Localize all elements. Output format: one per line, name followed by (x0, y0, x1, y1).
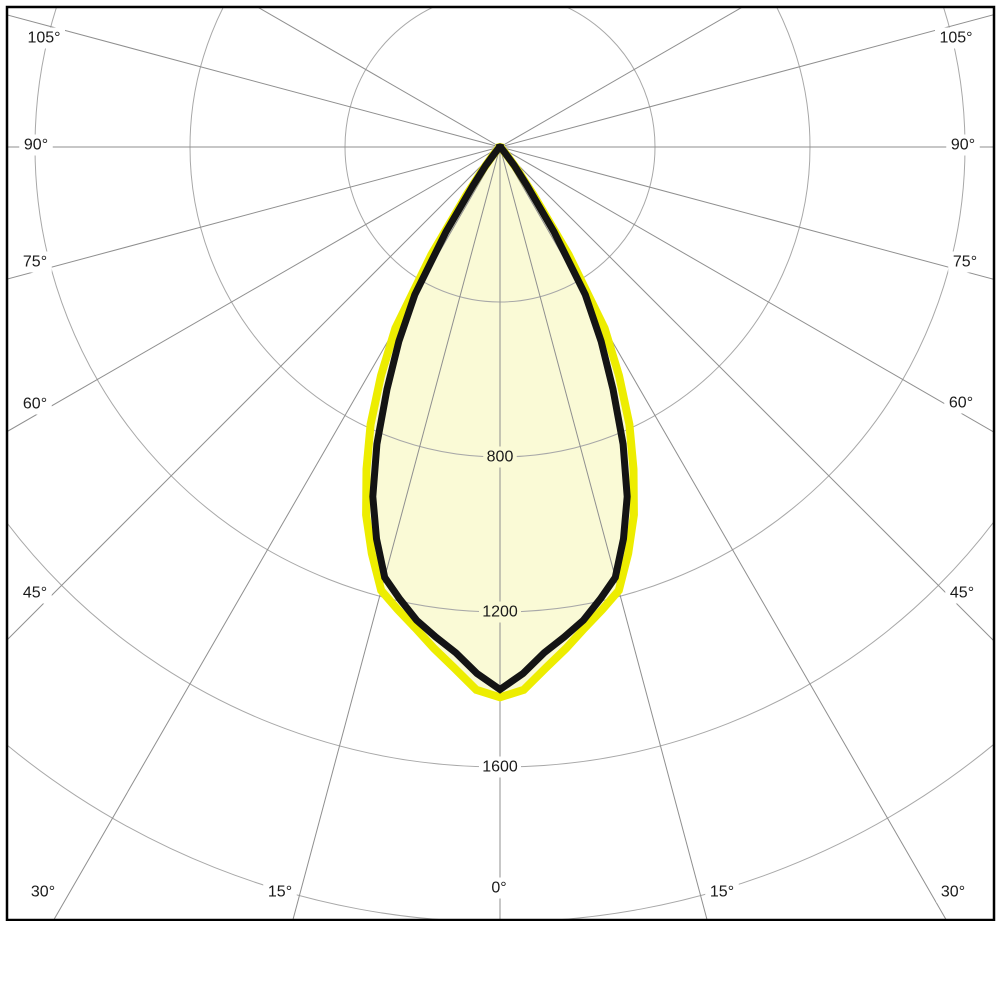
radial-line-105deg (499, 14, 994, 148)
angle-label-11-90-bg (946, 134, 980, 156)
legend: cd/klm C0 - C180 C90 - C270 η = 100% (0, 921, 1000, 1000)
radial-line--120deg (256, 7, 501, 148)
angle-label-10-105-bg (935, 27, 977, 49)
angle-label-3-60-bg (18, 393, 52, 415)
radial-line--45deg (7, 146, 501, 641)
angle-label-14-45-bg (945, 582, 979, 604)
angle-label-9-30: 30° (941, 884, 965, 901)
angle-label-13-60-bg (944, 392, 978, 414)
angle-label-10-105: 105° (939, 30, 972, 47)
chart-frame (5, 5, 996, 921)
radial-line-60deg (499, 146, 994, 433)
ring-label-800-bg (483, 446, 517, 468)
angle-label-5-30-bg (26, 881, 60, 903)
angle-label-4-45-bg (18, 582, 52, 604)
photometric-polar-chart: 800 1200 1600 105° 90° 75° 60° 45° 30° 15° 0° 15° 30… (5, 5, 996, 921)
ring-label-1600: 1600 (482, 759, 518, 776)
curve-c90-c270 (369, 143, 631, 694)
angle-label-5-30: 30° (31, 884, 55, 901)
plot-area: 800 1200 1600 105° 90° 75° 60° 45° 30° 15° 0° 15° 30… (7, 7, 994, 920)
angle-label-9-30-bg (936, 881, 970, 903)
ring-label-800: 800 (487, 449, 514, 466)
radial-line--105deg (7, 14, 501, 148)
radial-line--75deg (7, 146, 501, 280)
ring-label-1200: 1200 (482, 604, 518, 621)
radial-line-75deg (499, 146, 994, 280)
ring-label-1600-bg (479, 756, 521, 778)
angle-label-6-15-bg (263, 881, 297, 903)
angle-label-13-60: 60° (949, 395, 973, 412)
angle-label-14-45: 45° (950, 585, 974, 602)
angle-label-1-90: 90° (24, 137, 48, 154)
radial-line--60deg (7, 146, 501, 433)
angle-label-6-15: 15° (268, 884, 292, 901)
angle-label-11-90: 90° (951, 137, 975, 154)
angle-label-3-60: 60° (23, 396, 47, 413)
radial-line-120deg (499, 7, 744, 148)
angle-label-12-75-bg (948, 251, 982, 273)
angle-label-8-15: 15° (710, 884, 734, 901)
angle-label-4-45: 45° (23, 585, 47, 602)
angle-label-2-75: 75° (23, 254, 47, 271)
angle-label-0-105-bg (23, 27, 65, 49)
angle-label-7-0-bg (486, 877, 512, 899)
ring-label-1200-bg (479, 601, 521, 623)
angle-label-8-15-bg (705, 881, 739, 903)
angle-label-0-105: 105° (27, 30, 60, 47)
angle-label-7-0: 0° (491, 880, 506, 897)
radial-line-45deg (499, 146, 994, 642)
angle-label-12-75: 75° (953, 254, 977, 271)
radial-line-15deg (499, 146, 708, 920)
angle-label-1-90-bg (19, 134, 53, 156)
angle-label-2-75-bg (18, 251, 52, 273)
radial-line--15deg (292, 146, 501, 920)
